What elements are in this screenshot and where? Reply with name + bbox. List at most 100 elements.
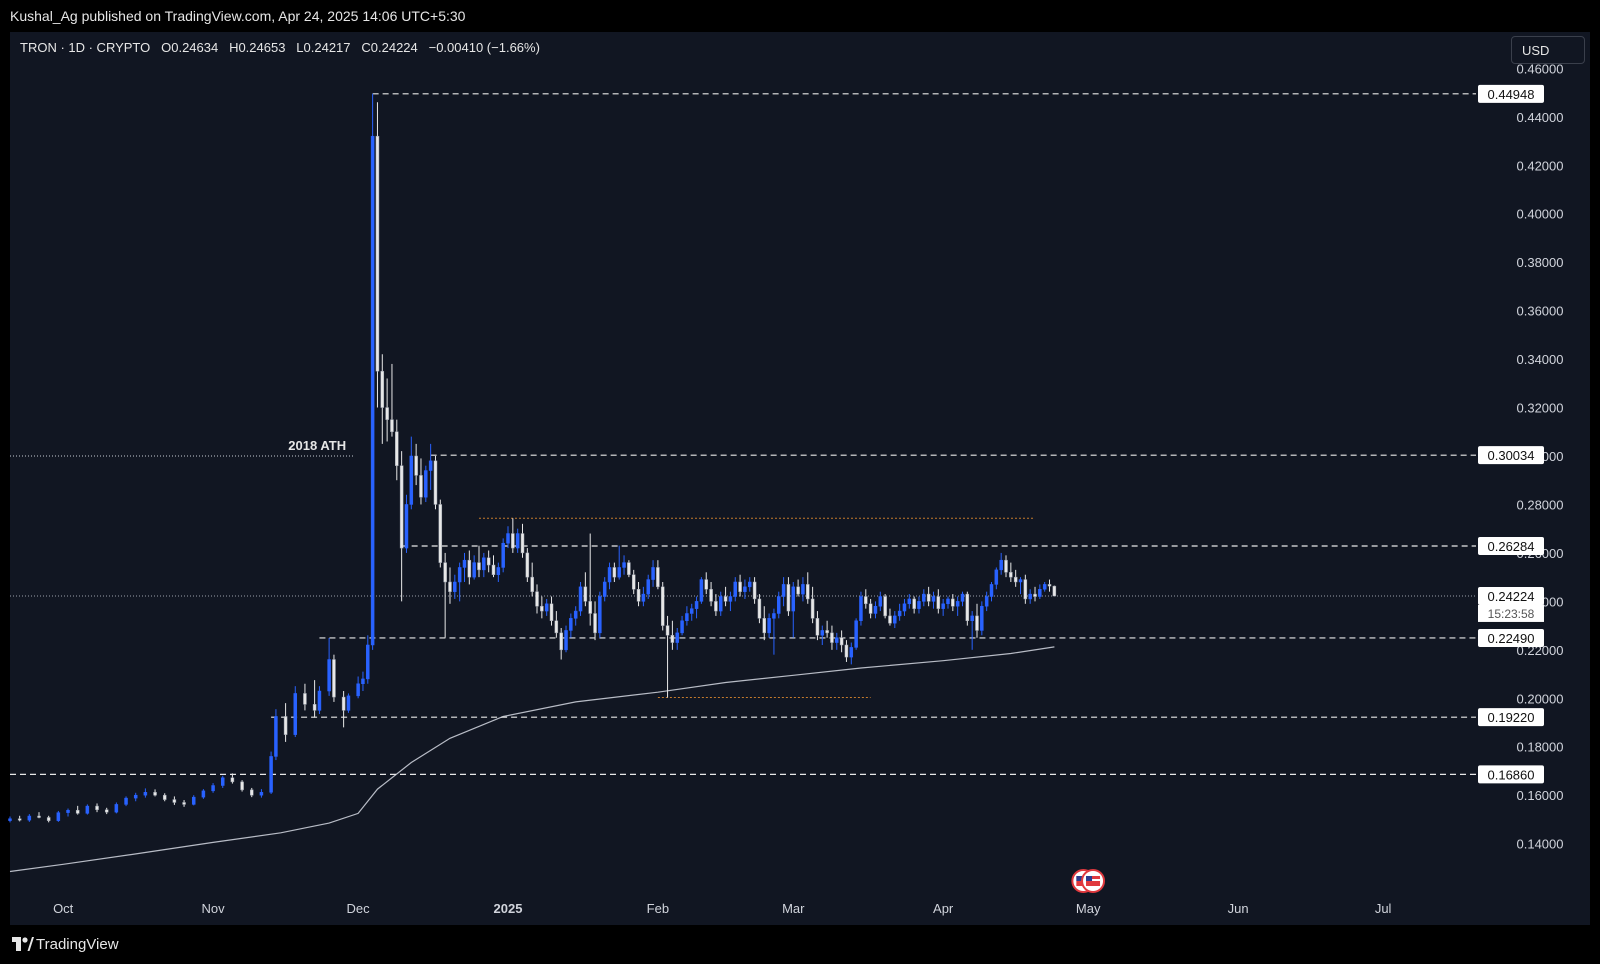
- candle-body: [356, 683, 360, 697]
- candle: [772, 608, 776, 655]
- candle: [781, 577, 786, 607]
- candle: [844, 640, 849, 662]
- brand-name[interactable]: TradingView: [36, 936, 119, 953]
- candle: [535, 584, 539, 614]
- candle-body: [670, 635, 675, 643]
- candle-body: [728, 596, 733, 602]
- candle-body: [902, 603, 907, 612]
- candle-body: [1028, 593, 1032, 600]
- candle: [380, 354, 385, 444]
- y-tick-label: 0.32000: [1517, 401, 1564, 416]
- candle: [680, 615, 684, 636]
- candle-body: [361, 678, 365, 684]
- candle-body: [665, 625, 670, 636]
- candle-body: [709, 589, 713, 602]
- candle: [757, 594, 762, 624]
- candle-body: [95, 805, 99, 810]
- level-label-0-text: 0.44948: [1488, 87, 1535, 102]
- candle: [46, 815, 51, 823]
- candle: [409, 436, 414, 510]
- candle-body: [738, 581, 742, 592]
- candle-body: [559, 632, 563, 651]
- candle-body: [1018, 579, 1023, 583]
- candle-body: [955, 601, 960, 607]
- candle: [438, 499, 443, 568]
- candle-body: [457, 567, 462, 583]
- candle: [472, 555, 476, 580]
- candle: [114, 802, 119, 814]
- candle-body: [612, 567, 617, 578]
- candle-body: [269, 756, 273, 793]
- candle: [975, 603, 979, 638]
- y-tick-label: 0.36000: [1517, 304, 1564, 319]
- candle-body: [467, 559, 472, 578]
- candle-body: [830, 632, 834, 643]
- candle-body: [651, 567, 655, 580]
- candle-body: [477, 562, 481, 571]
- chart-frame[interactable]: [10, 32, 1590, 925]
- candle-body: [366, 644, 370, 680]
- candle-body: [124, 797, 128, 805]
- candle: [970, 611, 974, 650]
- us-flag-event-icon[interactable]: [1081, 869, 1106, 893]
- candle: [56, 810, 61, 822]
- candle: [849, 642, 854, 665]
- level-label-4: 0.19220: [1478, 708, 1544, 727]
- candle-body: [395, 431, 399, 466]
- candle: [583, 572, 588, 607]
- candle: [907, 594, 912, 609]
- candle: [370, 93, 375, 650]
- events-layer[interactable]: [1071, 869, 1106, 893]
- candle: [646, 574, 650, 599]
- candle-body: [815, 618, 820, 636]
- candle-body: [370, 135, 375, 646]
- candle: [946, 596, 950, 609]
- candle: [893, 611, 897, 629]
- candle-body: [994, 569, 999, 585]
- candle-body: [883, 596, 887, 617]
- x-tick-label: Mar: [782, 901, 805, 916]
- candle-body: [162, 794, 167, 800]
- candle-body: [694, 601, 699, 609]
- currency-button[interactable]: USD: [1511, 36, 1585, 64]
- candle: [501, 538, 505, 573]
- candle: [801, 577, 805, 602]
- candle-body: [540, 605, 544, 612]
- candle-body: [332, 659, 336, 698]
- candle-body: [791, 586, 796, 612]
- candle: [588, 533, 592, 626]
- flag-stripe-white: [1086, 879, 1101, 881]
- candle-body: [598, 596, 602, 634]
- candle: [486, 550, 491, 573]
- candle: [791, 581, 796, 638]
- candle-body: [1004, 559, 1008, 573]
- candle: [728, 591, 733, 612]
- level-label-1: 0.30034: [1478, 446, 1544, 465]
- candle: [767, 613, 771, 638]
- x-tick-label: Jun: [1228, 901, 1249, 916]
- symbol-name[interactable]: TRON · 1D · CRYPTO: [20, 40, 151, 55]
- candle: [578, 581, 583, 616]
- ath-label: 2018 ATH: [288, 438, 346, 453]
- candle-body: [1047, 584, 1052, 587]
- candle-body: [748, 581, 752, 588]
- tradingview-logo-icon[interactable]: [12, 937, 34, 951]
- flag-canton: [1086, 876, 1093, 881]
- candle: [1009, 562, 1013, 582]
- candle: [602, 577, 607, 602]
- candle: [361, 671, 365, 692]
- candle-body: [999, 559, 1003, 571]
- candle: [554, 611, 559, 638]
- candle-body: [951, 598, 955, 607]
- candle-body: [172, 799, 177, 803]
- candle-body: [1033, 593, 1037, 597]
- candle: [656, 560, 660, 590]
- candle: [830, 625, 834, 650]
- last-price-label: 0.24224 15:23:58: [1478, 586, 1544, 622]
- candle-body: [501, 542, 505, 568]
- published-text: Kushal_Ag published on TradingView.com, …: [10, 8, 466, 24]
- candle: [636, 581, 641, 607]
- level-label-5-box: [1478, 765, 1544, 784]
- candle-body: [448, 581, 452, 592]
